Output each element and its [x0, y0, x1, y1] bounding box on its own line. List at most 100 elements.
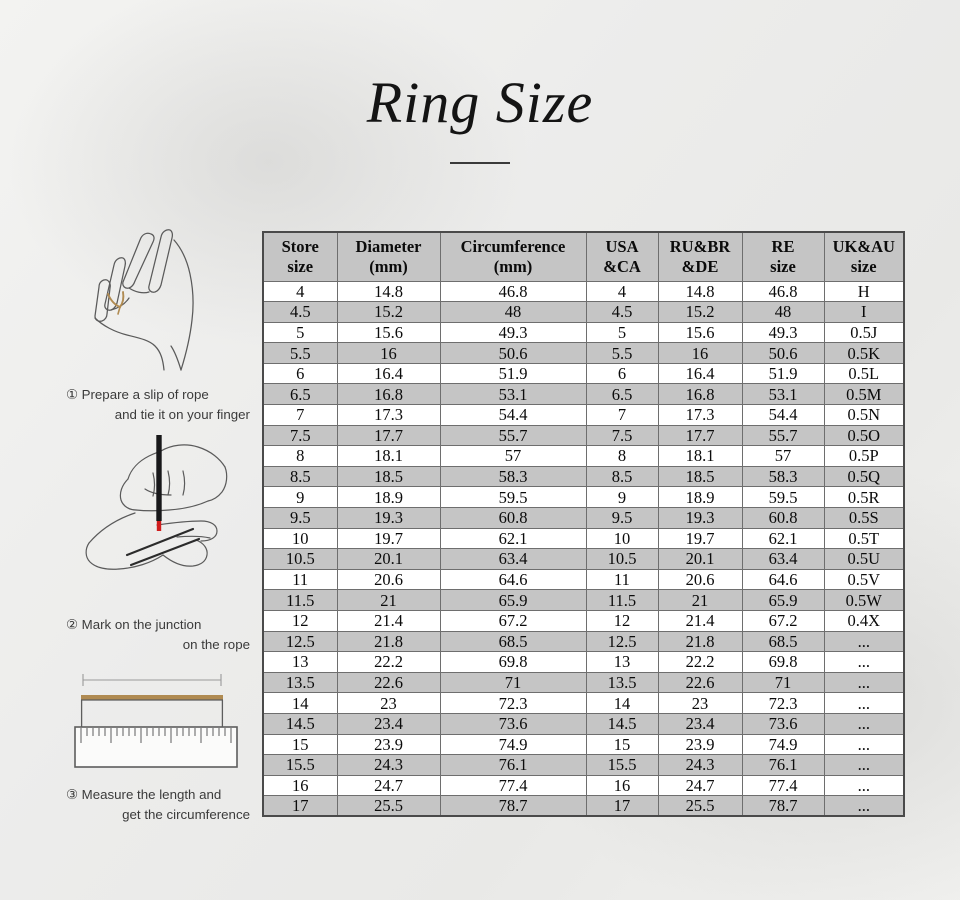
step-2-caption-line-2: on the rope [182, 636, 250, 652]
table-row: 11.5 21 65.9 11.5 21 65.9 0.5W [262, 589, 905, 611]
cell-uk-au-size: ... [823, 754, 905, 776]
cell-usa-ca: 5.5 [585, 342, 659, 364]
col-header-usa-ca: USA &CA [585, 231, 659, 282]
cell-ru-br-de: 23.4 [657, 712, 743, 735]
cell-ru-br-de: 24.3 [657, 754, 743, 776]
hand-with-rope-icon [52, 228, 262, 378]
cell-ru-br-de: 16 [657, 342, 743, 364]
table-header: Store size Diameter (mm) Circumference (mm)… [262, 231, 905, 282]
cell-re-size: 63.4 [741, 548, 825, 570]
cell-ru-br-de: 17.3 [657, 404, 743, 426]
table-row: 6 16.4 51.9 6 16.4 51.9 0.5L [262, 362, 905, 385]
cell-uk-au-size: 0.5Q [823, 465, 905, 488]
cell-usa-ca: 11 [585, 568, 659, 591]
cell-re-size: 65.9 [741, 589, 825, 611]
cell-re-size: 54.4 [741, 404, 825, 426]
cell-re-size: 74.9 [741, 733, 825, 756]
table-row: 4.5 15.2 48 4.5 15.2 48 I [262, 301, 905, 323]
col-header-ru-br-de: RU&BR &DE [657, 231, 743, 282]
cell-store-size: 14.5 [262, 712, 338, 735]
cell-re-size: 51.9 [741, 362, 825, 385]
cell-usa-ca: 6 [585, 362, 659, 385]
cell-circumference: 69.8 [439, 651, 587, 673]
cell-diameter: 24.7 [336, 774, 441, 797]
cell-diameter: 20.6 [336, 568, 441, 591]
cell-ru-br-de: 18.1 [657, 445, 743, 467]
cell-re-size: 48 [741, 301, 825, 323]
step-3-caption: ③ Measure the length and get the circumf… [52, 785, 262, 825]
cell-usa-ca: 4 [585, 280, 659, 303]
cell-circumference: 60.8 [439, 507, 587, 529]
cell-ru-br-de: 21.4 [657, 610, 743, 632]
cell-circumference: 49.3 [439, 321, 587, 344]
table-row: 12 21.4 67.2 12 21.4 67.2 0.4X [262, 610, 905, 632]
cell-usa-ca: 10.5 [585, 548, 659, 570]
cell-re-size: 69.8 [741, 651, 825, 673]
cell-store-size: 5.5 [262, 342, 338, 364]
cell-ru-br-de: 15.6 [657, 321, 743, 344]
cell-circumference: 72.3 [439, 692, 587, 714]
table-row: 9.5 19.3 60.8 9.5 19.3 60.8 0.5S [262, 507, 905, 529]
table-row: 15.5 24.3 76.1 15.5 24.3 76.1... [262, 754, 905, 776]
cell-uk-au-size: 0.5P [823, 445, 905, 467]
cell-store-size: 9.5 [262, 507, 338, 529]
cell-diameter: 21 [336, 589, 441, 611]
cell-uk-au-size: 0.5U [823, 548, 905, 570]
cell-re-size: 53.1 [741, 383, 825, 406]
step-2-caption-line-1: ② Mark on the junction [66, 617, 202, 632]
cell-uk-au-size: 0.5K [823, 342, 905, 364]
cell-re-size: 68.5 [741, 630, 825, 653]
cell-circumference: 76.1 [439, 754, 587, 776]
hand-with-pen-icon [52, 433, 262, 608]
cell-re-size: 77.4 [741, 774, 825, 797]
cell-ru-br-de: 18.9 [657, 486, 743, 509]
table-row: 12.5 21.8 68.5 12.5 21.8 68.5... [262, 630, 905, 653]
cell-diameter: 25.5 [336, 795, 441, 817]
cell-circumference: 78.7 [439, 795, 587, 817]
cell-re-size: 67.2 [741, 610, 825, 632]
cell-ru-br-de: 23.9 [657, 733, 743, 756]
cell-ru-br-de: 23 [657, 692, 743, 714]
cell-circumference: 68.5 [439, 630, 587, 653]
cell-store-size: 9 [262, 486, 338, 509]
cell-uk-au-size: ... [823, 712, 905, 735]
cell-uk-au-size: 0.5R [823, 486, 905, 509]
cell-circumference: 55.7 [439, 424, 587, 447]
cell-ru-br-de: 19.7 [657, 527, 743, 550]
cell-re-size: 78.7 [741, 795, 825, 817]
cell-usa-ca: 7 [585, 404, 659, 426]
cell-re-size: 46.8 [741, 280, 825, 303]
cell-store-size: 7.5 [262, 424, 338, 447]
cell-store-size: 13 [262, 651, 338, 673]
cell-re-size: 57 [741, 445, 825, 467]
cell-usa-ca: 9 [585, 486, 659, 509]
cell-store-size: 6 [262, 362, 338, 385]
cell-circumference: 48 [439, 301, 587, 323]
cell-uk-au-size: H [823, 280, 905, 303]
cell-usa-ca: 14 [585, 692, 659, 714]
cell-circumference: 50.6 [439, 342, 587, 364]
cell-ru-br-de: 16.4 [657, 362, 743, 385]
cell-usa-ca: 10 [585, 527, 659, 550]
col-header-store-size: Store size [262, 231, 338, 282]
table-row: 15 23.9 74.9 15 23.9 74.9... [262, 733, 905, 756]
col-header-circumference: Circumference (mm) [439, 231, 587, 282]
cell-uk-au-size: ... [823, 733, 905, 756]
cell-circumference: 51.9 [439, 362, 587, 385]
cell-circumference: 77.4 [439, 774, 587, 797]
cell-diameter: 24.3 [336, 754, 441, 776]
cell-diameter: 14.8 [336, 280, 441, 303]
cell-ru-br-de: 19.3 [657, 507, 743, 529]
cell-store-size: 15.5 [262, 754, 338, 776]
title-divider [450, 162, 510, 164]
cell-circumference: 53.1 [439, 383, 587, 406]
cell-re-size: 76.1 [741, 754, 825, 776]
cell-diameter: 18.9 [336, 486, 441, 509]
col-header-uk-au-size: UK&AU size [823, 231, 905, 282]
table-row: 14.5 23.4 73.6 14.5 23.4 73.6... [262, 712, 905, 735]
cell-store-size: 4.5 [262, 301, 338, 323]
table-header-row: Store size Diameter (mm) Circumference (mm)… [262, 231, 905, 282]
cell-uk-au-size: 0.5O [823, 424, 905, 447]
cell-usa-ca: 15.5 [585, 754, 659, 776]
cell-circumference: 54.4 [439, 404, 587, 426]
